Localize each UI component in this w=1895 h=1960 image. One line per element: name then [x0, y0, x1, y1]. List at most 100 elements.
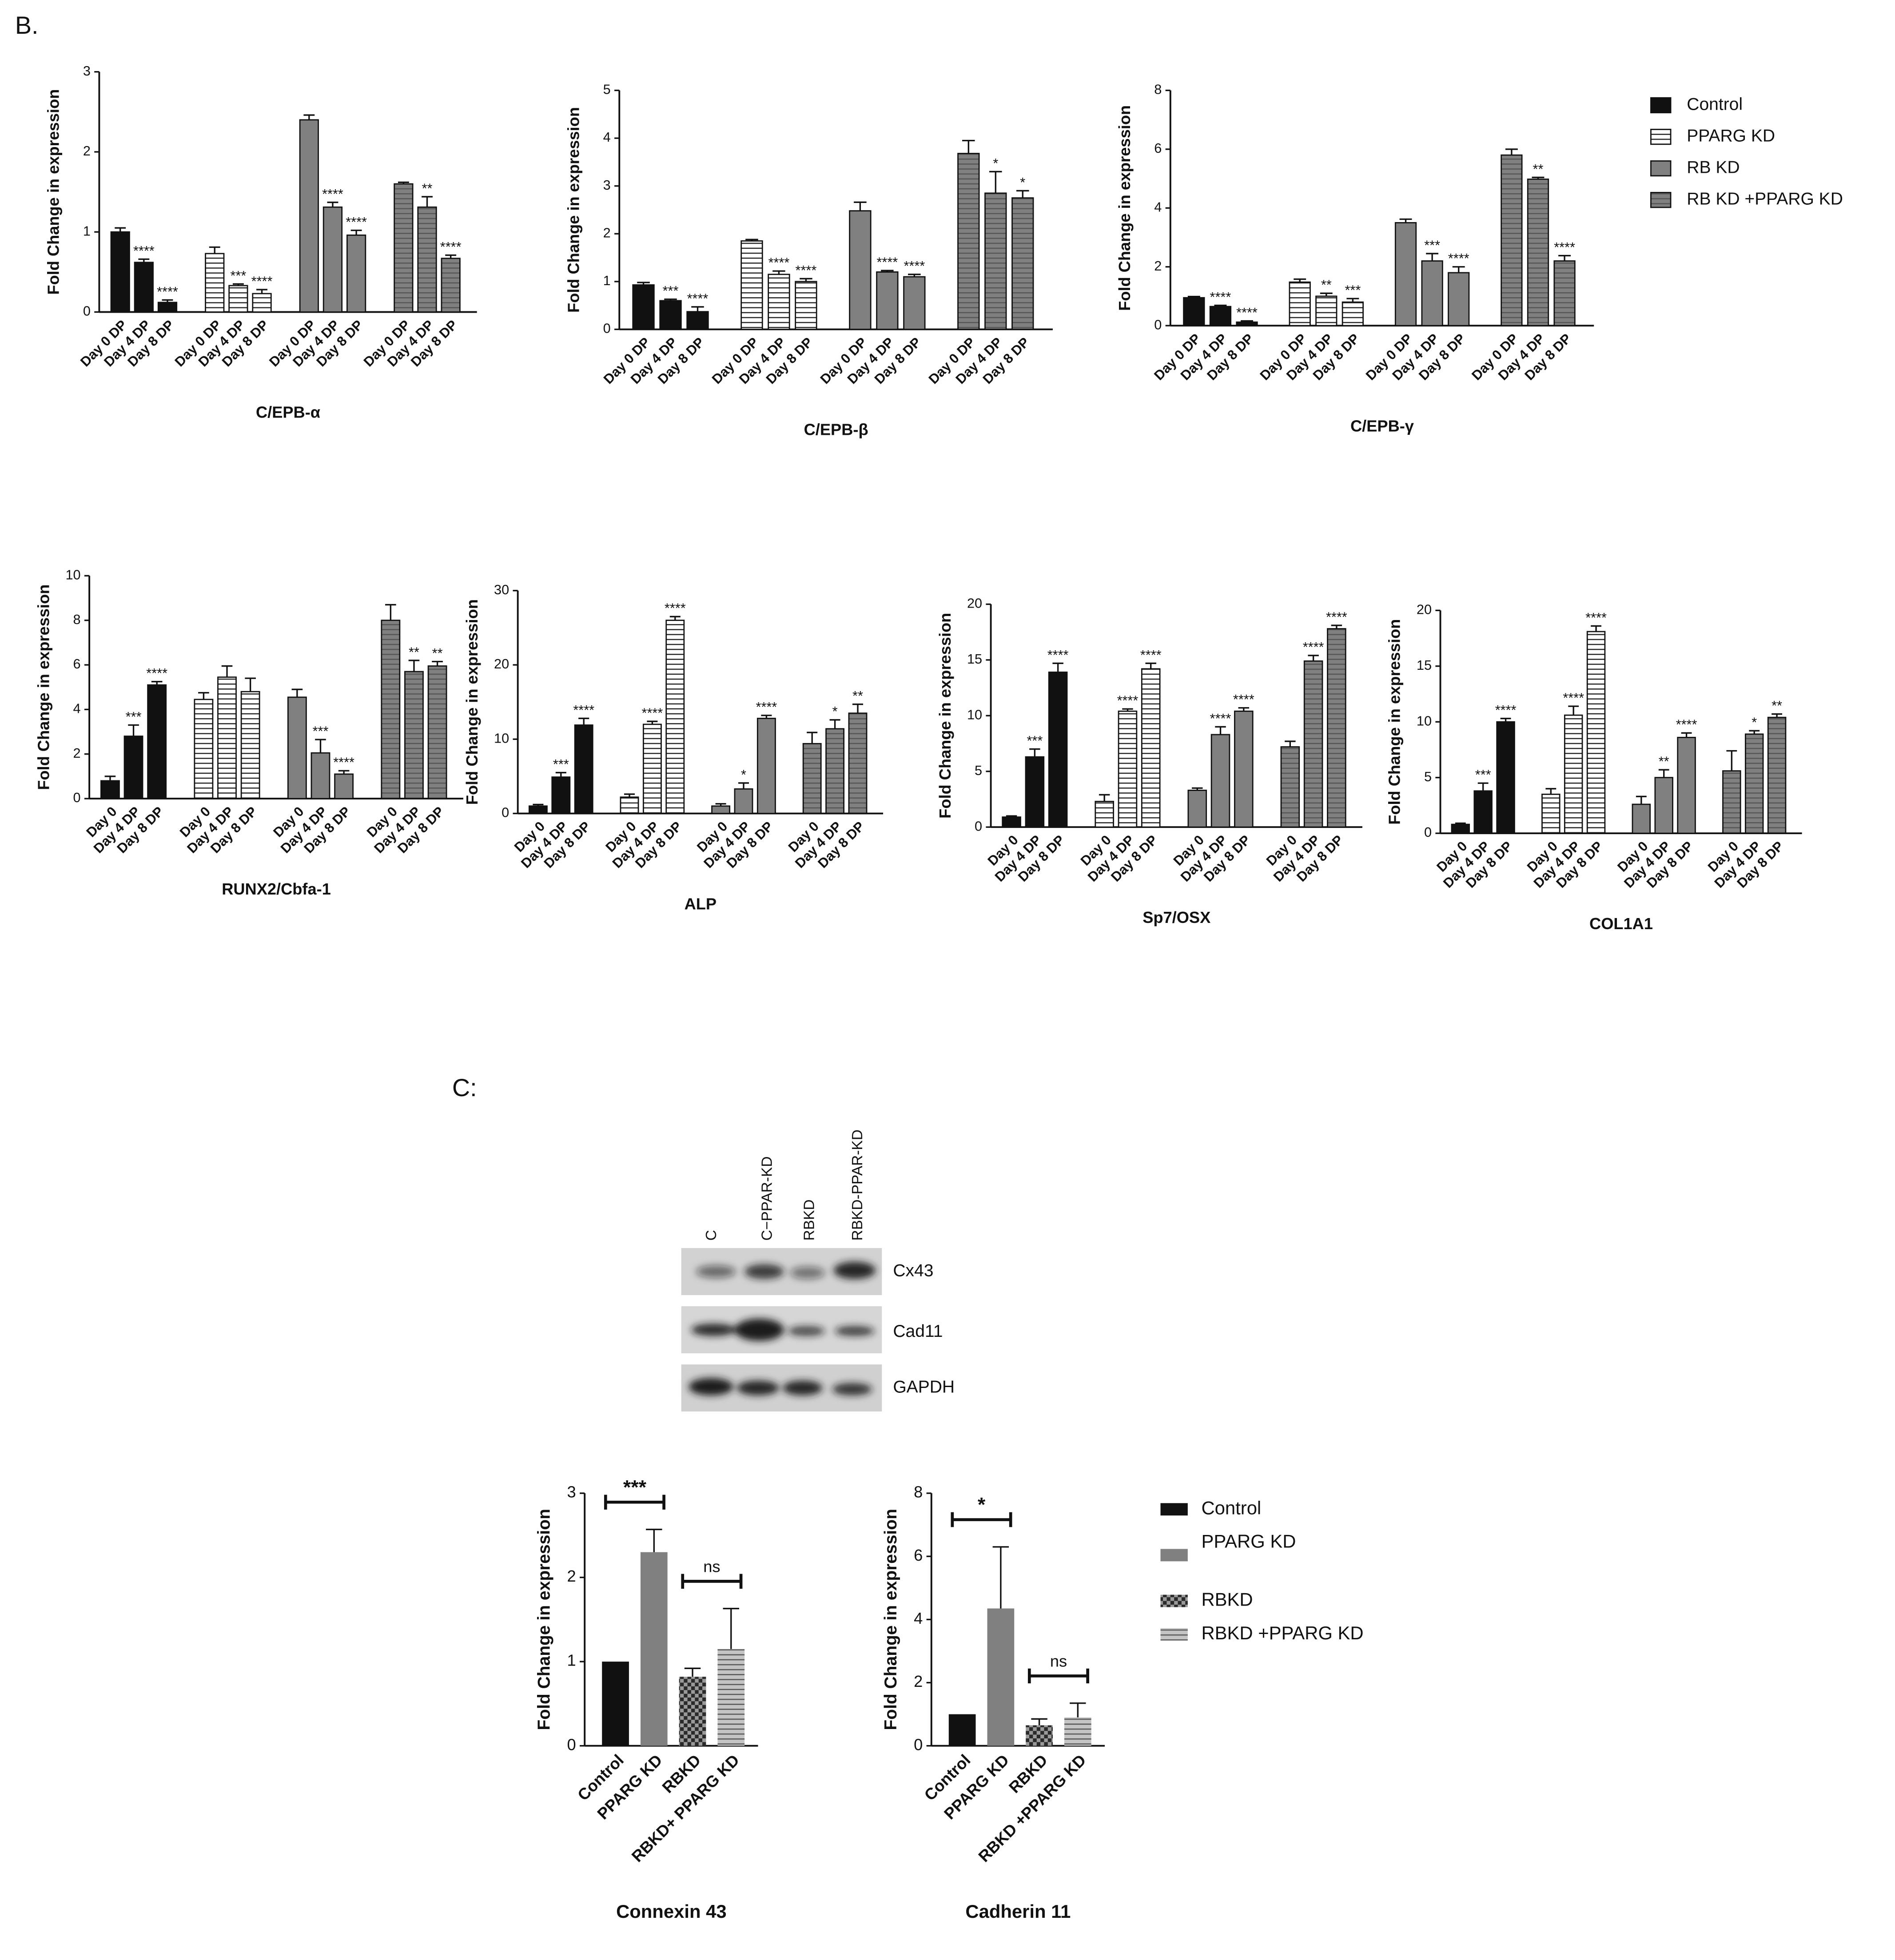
bar — [602, 1662, 629, 1746]
y-tick-label: 15 — [967, 652, 982, 667]
y-axis-label: Fold Change in expression — [1115, 105, 1134, 311]
significance: * — [741, 767, 746, 782]
bar — [1722, 770, 1741, 834]
y-tick-label: 0 — [1424, 825, 1432, 840]
significance: **** — [1585, 610, 1607, 625]
band — [832, 1383, 872, 1395]
significance: *** — [553, 757, 569, 772]
bar — [717, 1649, 745, 1746]
bar — [1210, 734, 1230, 828]
significance: **** — [251, 274, 273, 289]
bar — [194, 699, 214, 799]
legend-swatch — [1650, 97, 1672, 114]
bar — [110, 231, 130, 313]
y-tick-label: 5 — [603, 82, 611, 97]
bar — [1654, 777, 1673, 834]
y-tick-label: 5 — [975, 763, 982, 778]
y-tick-label: 6 — [914, 1546, 923, 1564]
significance: **** — [1554, 240, 1575, 255]
bar — [1744, 733, 1764, 834]
significance: **** — [768, 255, 790, 270]
bar — [740, 240, 763, 330]
band — [689, 1378, 733, 1395]
y-tick-label: 10 — [494, 731, 509, 746]
y-tick-label: 8 — [1154, 82, 1162, 97]
significance: ** — [1659, 754, 1669, 769]
significance: ns — [703, 1557, 720, 1575]
blot — [681, 1248, 882, 1412]
x-axis-title: Connexin 43 — [616, 1901, 727, 1922]
y-tick-label: 2 — [567, 1567, 576, 1585]
legend-label: PPARG KD — [1687, 126, 1775, 145]
legend-swatch — [1160, 1549, 1188, 1562]
bar — [346, 235, 366, 313]
y-tick-label: 1 — [567, 1651, 576, 1670]
significance: *** — [1424, 238, 1440, 253]
bar — [1342, 301, 1364, 326]
significance: ** — [1321, 278, 1332, 293]
bar — [1064, 1717, 1091, 1746]
bar — [984, 192, 1007, 330]
significance: **** — [133, 243, 155, 258]
y-tick-label: 3 — [603, 178, 611, 193]
bar — [876, 271, 899, 330]
legend-label: PPARG KD — [1201, 1531, 1296, 1552]
band — [783, 1380, 823, 1395]
y-tick-label: 10 — [65, 567, 80, 582]
band — [835, 1326, 875, 1336]
bar — [228, 285, 248, 313]
bar — [957, 153, 980, 330]
x-axis-title: ALP — [685, 895, 717, 913]
significance: * — [978, 1494, 986, 1516]
significance: **** — [904, 258, 925, 274]
y-tick-label: 2 — [1154, 258, 1162, 274]
significance: **** — [146, 666, 167, 681]
y-tick-label: 2 — [914, 1672, 923, 1690]
bar — [1011, 197, 1034, 330]
significance: **** — [346, 215, 367, 230]
y-tick-label: 2 — [83, 143, 91, 159]
significance: **** — [876, 255, 898, 270]
bar — [1501, 154, 1523, 326]
significance: **** — [687, 291, 709, 306]
y-tick-label: 3 — [83, 64, 91, 79]
bar — [1421, 260, 1443, 326]
bands — [689, 1261, 876, 1395]
y-tick-label: 15 — [1417, 658, 1432, 673]
legend-label: RBKD +PPARG KD — [1201, 1622, 1363, 1643]
legend-label: RB KD — [1687, 158, 1740, 177]
significance: ** — [1772, 698, 1782, 713]
bar — [1394, 222, 1417, 326]
y-axis-label: Fold Change in expression — [34, 584, 52, 790]
significance: **** — [796, 263, 817, 278]
significance: **** — [1676, 717, 1697, 732]
bar — [1564, 714, 1583, 834]
significance: **** — [642, 706, 663, 721]
significance: ** — [422, 181, 433, 196]
y-axis-label: Fold Change in expression — [881, 1509, 900, 1730]
band — [744, 1264, 784, 1279]
bar — [1280, 746, 1300, 828]
y-tick-label: 0 — [567, 1735, 576, 1753]
bar — [1048, 672, 1068, 828]
y-tick-label: 0 — [1154, 317, 1162, 332]
legend-swatch — [1160, 1594, 1188, 1607]
y-tick-label: 1 — [83, 223, 91, 239]
legend-swatch — [1160, 1503, 1188, 1516]
bar — [240, 691, 260, 799]
bar — [903, 276, 926, 330]
significance: * — [1020, 175, 1025, 190]
bar — [734, 788, 753, 814]
bar — [252, 293, 272, 313]
bar — [640, 1552, 668, 1746]
bar — [1303, 660, 1323, 828]
x-axis-title: C/EPB-γ — [1350, 417, 1414, 435]
legend-swatch — [1160, 1628, 1188, 1641]
x-axis-title: Cadherin 11 — [965, 1901, 1071, 1922]
bar — [394, 183, 414, 313]
bar — [205, 253, 225, 313]
significance: * — [993, 156, 998, 171]
bar — [1095, 801, 1114, 828]
significance: **** — [1140, 648, 1162, 663]
